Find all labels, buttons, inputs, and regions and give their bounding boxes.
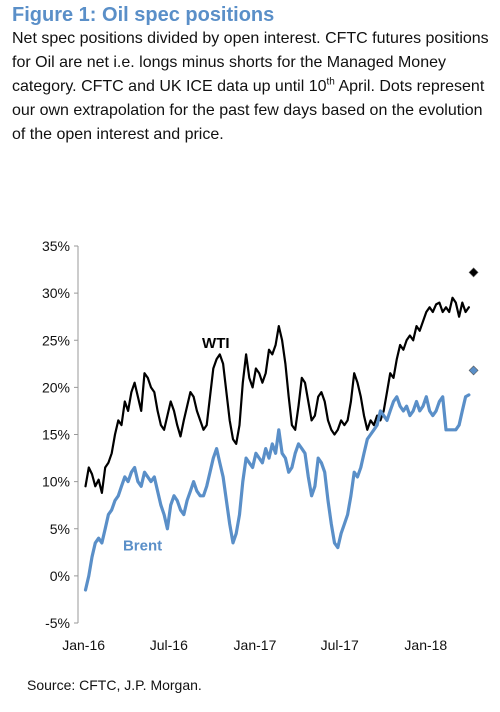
oil-spec-positions-chart: -5% 0% 5% 10% 15% 20% 25% 30% 35% Jan-16 Jul-16 Jan… (42, 238, 479, 653)
figure-title: Figure 1: Oil spec positions (12, 4, 275, 26)
source-note: Source: CFTC, J.P. Morgan. (27, 677, 202, 693)
x-tick-label: Jul-16 (150, 637, 188, 653)
series-label-wti: WTI (202, 335, 230, 352)
series-line-wti (84, 296, 470, 494)
y-tick-label: 25% (42, 332, 70, 348)
y-tick-label: 20% (42, 379, 70, 395)
x-tick-label: Jul-17 (321, 637, 359, 653)
series-label-brent: Brent (123, 537, 162, 554)
y-tick-label: 30% (42, 285, 70, 301)
x-tick-label: Jan-16 (62, 637, 105, 653)
y-tick-label: 15% (42, 427, 70, 443)
y-tick-label: 35% (42, 238, 70, 254)
y-tick-label: 5% (50, 521, 70, 537)
x-tick-label: Jan-18 (404, 637, 447, 653)
extrapolation-dot-wti (468, 267, 479, 278)
subtitle-text-pre: Net spec positions divided by open inter… (12, 30, 489, 95)
extrapolation-dot-brent (468, 365, 479, 376)
series-line-brent (83, 393, 471, 592)
x-tick-label: Jan-17 (234, 637, 277, 653)
y-tick-label: -5% (45, 615, 70, 631)
y-tick-label: 10% (42, 474, 70, 490)
subtitle-superscript: th (326, 76, 335, 88)
y-tick-label: 0% (50, 568, 70, 584)
figure-subtitle: Net spec positions divided by open inter… (12, 27, 496, 147)
subtitle-text-post: April. Dots represent our own extrapolat… (12, 78, 485, 143)
